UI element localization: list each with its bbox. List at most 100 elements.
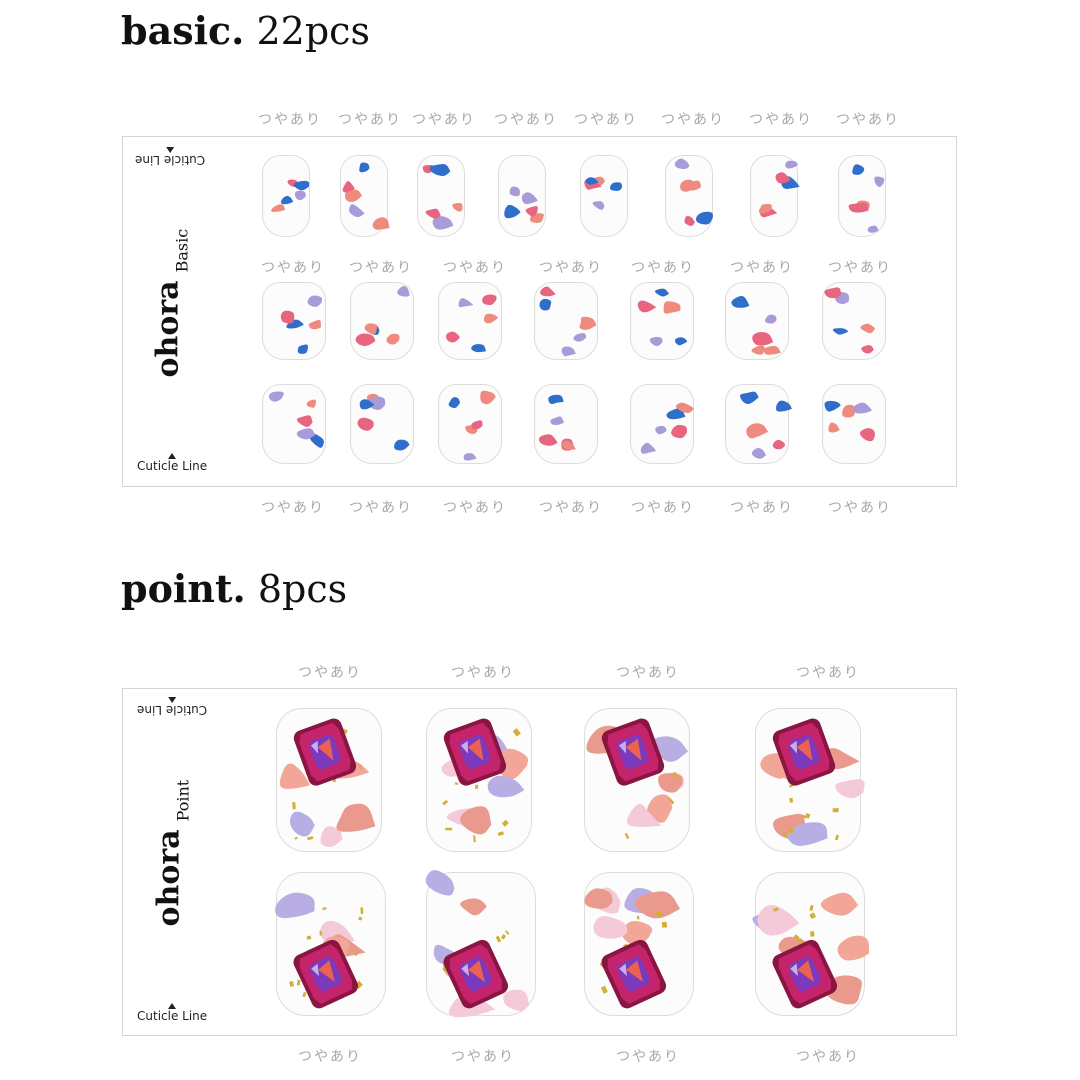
paint-blob xyxy=(471,420,483,430)
paint-blob xyxy=(487,775,525,798)
nail-tip xyxy=(584,872,694,1016)
paint-blob xyxy=(775,400,792,412)
nail-tip xyxy=(498,155,546,237)
gloss-finish-label: つやあり xyxy=(796,665,860,681)
point-cuticle-line-top: Cuticle Line xyxy=(137,697,207,717)
brand-logo: ohora xyxy=(151,829,187,927)
gold-flake xyxy=(445,827,453,831)
paint-blob xyxy=(860,323,876,334)
paint-blob xyxy=(752,332,774,346)
paint-blob xyxy=(297,344,309,354)
paint-blob xyxy=(296,428,316,440)
point-piece-count: 8pcs xyxy=(257,567,348,611)
gloss-finish-label: つやあり xyxy=(258,112,322,128)
paint-blob xyxy=(540,286,556,297)
paint-blob xyxy=(320,826,343,848)
brand-logo: ohora xyxy=(150,280,186,378)
basic-section-title: basic. 22pcs xyxy=(121,12,370,51)
paint-blob xyxy=(289,811,315,837)
paint-blob xyxy=(432,216,454,230)
paint-blob xyxy=(548,394,564,405)
gem-icon xyxy=(443,939,509,1009)
nail-tip xyxy=(262,155,310,237)
paint-blob xyxy=(280,195,294,205)
gloss-finish-label: つやあり xyxy=(412,112,476,128)
paint-blob xyxy=(751,448,766,459)
gloss-finish-label: つやあり xyxy=(828,500,892,516)
paint-blob xyxy=(684,215,695,226)
gloss-finish-label: つやあり xyxy=(539,500,603,516)
gold-flake xyxy=(624,832,630,840)
paint-blob xyxy=(859,428,875,442)
paint-blob xyxy=(425,208,441,219)
nail-tip xyxy=(417,155,465,237)
paint-blob xyxy=(482,294,497,306)
gold-flake xyxy=(306,836,314,841)
nail-tip xyxy=(438,384,502,464)
point-cuticle-line-bottom: Cuticle Line xyxy=(137,1003,207,1023)
gold-flake xyxy=(289,981,295,987)
gem-icon xyxy=(293,939,359,1009)
gloss-finish-label: つやあり xyxy=(730,260,794,276)
paint-blob xyxy=(649,336,663,347)
gem-icon xyxy=(443,718,507,786)
paint-blob xyxy=(584,888,613,909)
gold-flake xyxy=(797,938,803,944)
gold-flake xyxy=(672,771,679,779)
gold-flake xyxy=(322,906,327,911)
paint-blob xyxy=(349,204,365,218)
nail-tip xyxy=(425,870,536,1018)
gloss-finish-label: つやあり xyxy=(451,1049,515,1065)
paint-blob xyxy=(654,288,670,297)
paint-blob xyxy=(579,316,597,330)
gloss-finish-label: つやあり xyxy=(451,665,515,681)
paint-blob xyxy=(695,211,713,225)
paint-blob xyxy=(663,301,681,314)
gold-flake xyxy=(500,934,507,940)
paint-blob xyxy=(585,177,599,185)
gold-flake xyxy=(294,836,298,840)
gloss-finish-label: つやあり xyxy=(443,500,507,516)
paint-blob xyxy=(772,439,786,450)
paint-blob xyxy=(429,163,451,177)
paint-blob xyxy=(739,391,759,404)
cuticle-line-label: Cuticle Line xyxy=(135,153,206,167)
paint-blob xyxy=(763,345,781,355)
paint-blob xyxy=(820,892,859,916)
gold-flake xyxy=(793,934,800,940)
gold-flake xyxy=(354,951,359,957)
paint-blob xyxy=(561,346,576,357)
gloss-finish-label: つやあり xyxy=(349,500,413,516)
basic-cuticle-line-top: Cuticle Line xyxy=(135,147,205,167)
paint-blob xyxy=(271,204,286,212)
gold-flake xyxy=(809,931,815,937)
gold-flake xyxy=(296,979,301,986)
paint-blob xyxy=(471,344,486,353)
paint-blob xyxy=(647,794,673,823)
paint-blob xyxy=(342,181,355,194)
gloss-finish-label: つやあり xyxy=(749,112,813,128)
gloss-finish-label: つやあり xyxy=(616,665,680,681)
paint-blob xyxy=(504,204,521,219)
gold-flake xyxy=(501,819,509,827)
gloss-finish-label: つやあり xyxy=(836,112,900,128)
gold-flake xyxy=(358,916,363,921)
cuticle-line-label: Cuticle Line xyxy=(137,459,208,473)
nail-tip xyxy=(262,384,326,464)
paint-blob xyxy=(573,333,587,342)
paint-blob xyxy=(787,822,828,846)
paint-blob xyxy=(751,345,765,355)
paint-blob xyxy=(503,989,530,1012)
paint-blob xyxy=(842,404,856,418)
paint-blob xyxy=(867,225,879,233)
paint-blob xyxy=(293,180,310,191)
paint-blob xyxy=(861,345,874,354)
gloss-finish-label: つやあり xyxy=(631,500,695,516)
cuticle-line-label: Cuticle Line xyxy=(137,1009,208,1023)
gold-flake xyxy=(454,782,459,786)
gold-flake xyxy=(600,985,608,994)
gold-flake xyxy=(475,784,479,789)
paint-blob xyxy=(309,433,324,448)
paint-blob xyxy=(458,298,474,308)
paint-blob xyxy=(425,870,455,896)
